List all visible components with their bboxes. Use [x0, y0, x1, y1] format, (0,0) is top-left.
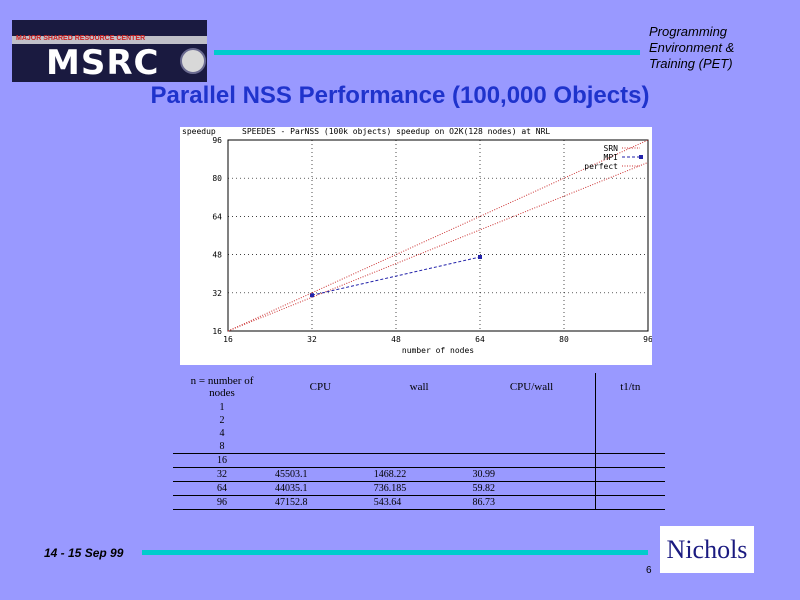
speedup-chart: speedup SPEEDES - ParNSS (100k objects) s… [180, 127, 652, 365]
table-cell: 59.82 [468, 481, 596, 496]
table-cell [271, 427, 370, 440]
table-cell: 32 [173, 467, 271, 482]
x-tick-label: 64 [475, 335, 485, 344]
slide-title: Parallel NSS Performance (100,000 Object… [150, 82, 650, 109]
x-tick-label: 32 [307, 335, 317, 344]
data-point-mpi [310, 293, 314, 298]
table-cell: 30.99 [468, 467, 596, 482]
table-cell [469, 401, 596, 414]
table-row: 64 44035.1 736.185 59.82 [173, 481, 665, 496]
table-row: 4 [173, 427, 665, 440]
y-tick-label: 64 [212, 212, 222, 221]
table-cell: 8 [173, 440, 271, 454]
footer-rule [142, 550, 648, 555]
table-cell [370, 427, 469, 440]
table-cell: 47152.8 [271, 495, 370, 510]
legend-label-mpi: MPI [604, 153, 619, 162]
page-number: 6 [646, 565, 652, 576]
table-cell [594, 495, 665, 510]
table-row: 1 [173, 401, 665, 414]
table-cell [370, 401, 469, 414]
x-tick-label: 96 [643, 335, 652, 344]
x-tick-label: 80 [559, 335, 569, 344]
y-tick-label: 32 [212, 289, 222, 298]
footer-date: 14 - 15 Sep 99 [44, 546, 124, 560]
table-cell: 86.73 [468, 495, 596, 510]
series-line-perfect [227, 139, 649, 332]
header-t1-tn: t1/tn [594, 373, 665, 401]
x-tick-label: 48 [391, 335, 401, 344]
logo-text: MSRC [46, 43, 160, 82]
pet-line-3: Training (PET) [649, 56, 733, 71]
y-tick-label: 16 [212, 327, 222, 336]
header-nodes: n = number of nodes [190, 375, 254, 399]
nichols-logo-text: Nichols [666, 535, 748, 564]
table-row: 32 45503.1 1468.22 30.99 [173, 467, 665, 482]
table-cell: 96 [173, 495, 271, 510]
table-cell [271, 440, 370, 454]
header-cpu: CPU [309, 381, 332, 393]
table-cell [594, 467, 665, 482]
table-cell [594, 401, 665, 414]
table-cell: 543.64 [369, 495, 469, 510]
series-line-mpi [311, 256, 481, 296]
table-row: 16 [173, 453, 665, 468]
legend-marker-mpi [639, 155, 643, 159]
table-header-row: n = number of nodes CPU wall CPU/wall t1… [173, 373, 665, 401]
header-rule [214, 50, 640, 55]
table-cell [594, 481, 665, 496]
seal-icon [180, 48, 206, 74]
series-line-srn [227, 161, 649, 332]
data-point-mpi [478, 254, 482, 259]
table-cell: 44035.1 [271, 481, 370, 496]
table-cell [594, 414, 665, 427]
table-cell [594, 427, 665, 440]
table-cell [594, 440, 665, 454]
table-cell [369, 453, 469, 468]
y-axis-label: speedup [182, 127, 216, 136]
table-cell [370, 414, 469, 427]
table-cell: 4 [219, 428, 225, 439]
table-cell [271, 414, 370, 427]
table-cell [369, 440, 469, 454]
chart-svg: speedup SPEEDES - ParNSS (100k objects) s… [182, 127, 652, 355]
table-cell [469, 414, 596, 427]
plot-frame [227, 139, 649, 332]
table-cell: 45503.1 [271, 467, 370, 482]
msrc-logo: MAJOR SHARED RESOURCE CENTER MSRC [12, 20, 207, 82]
table-row: 2 [173, 414, 665, 427]
table-cell [594, 453, 665, 468]
legend-label-srn: SRN [604, 144, 619, 153]
table-cell [468, 453, 596, 468]
performance-table: n = number of nodes CPU wall CPU/wall t1… [173, 373, 665, 510]
table-cell [271, 401, 370, 414]
pet-line-2: Environment & [649, 40, 735, 55]
x-axis-label: number of nodes [402, 346, 474, 355]
table-cell: 16 [173, 453, 271, 468]
table-cell: 1468.22 [369, 467, 469, 482]
logo-stripe [12, 36, 207, 44]
logo-subtitle: MAJOR SHARED RESOURCE CENTER [16, 35, 146, 42]
pet-line-1: Programming [649, 24, 728, 39]
nichols-logo: Nichols [660, 526, 754, 573]
chart-title: SPEEDES - ParNSS (100k objects) speedup … [242, 127, 550, 136]
x-tick-label: 16 [223, 335, 233, 344]
table-cell: 736.185 [369, 481, 469, 496]
table-cell: 2 [219, 415, 225, 426]
y-tick-label: 48 [212, 251, 222, 260]
table-cell: 1 [219, 402, 225, 413]
header-wall: wall [409, 381, 429, 393]
header-cpu-wall: CPU/wall [509, 381, 554, 393]
table-cell [468, 440, 596, 454]
y-tick-label: 96 [212, 136, 222, 145]
table-cell: 64 [173, 481, 271, 496]
table-row: 96 47152.8 543.64 86.73 [173, 495, 665, 510]
legend-label-perfect: perfect [584, 162, 618, 171]
y-tick-label: 80 [212, 174, 222, 183]
table-cell [469, 427, 596, 440]
table-row: 8 [173, 440, 665, 454]
pet-label: Programming Environment & Training (PET) [649, 24, 789, 72]
table-cell [271, 453, 370, 468]
